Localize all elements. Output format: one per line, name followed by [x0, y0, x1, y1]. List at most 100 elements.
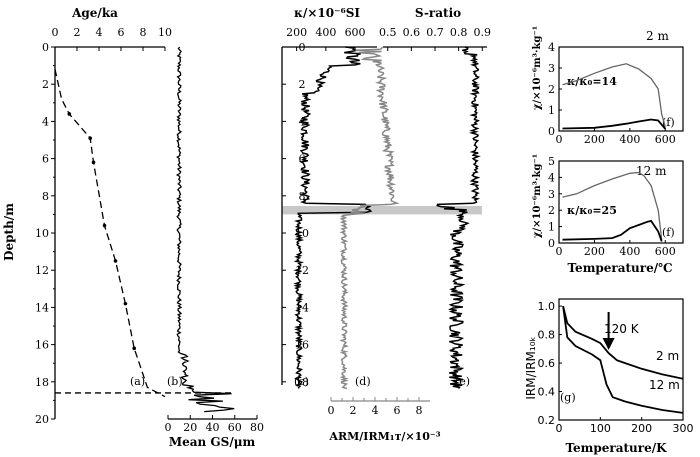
panel-g-ylabel: IRM/IRM₁₀ₖ	[524, 336, 538, 399]
panel-b-xtick-label: 0	[165, 421, 172, 434]
panel-g-xtick-label: 0	[556, 422, 563, 435]
panel-f2-ytick-label: 2	[548, 204, 555, 217]
panel-f2-depth-label: 12 m	[636, 164, 667, 178]
panel-a-age-point	[123, 301, 128, 306]
panel-f2-ytick-label: 5	[548, 155, 555, 168]
panel-f1-ytick-label: 3	[548, 62, 555, 75]
panel-f2-xtick-label: 0	[556, 245, 563, 258]
panel-e-sratio-line	[436, 46, 481, 389]
panel-a-age-point	[88, 136, 92, 140]
panel-d-letter: (d)	[355, 375, 371, 388]
panel-g-xtick-label: 100	[590, 422, 611, 435]
panel-f2-xlabel: Temperature/℃	[568, 261, 673, 275]
panel-f2-xtick-label: 200	[584, 245, 605, 258]
panel-b-xtick-label: 60	[228, 421, 242, 434]
panel-a-ytick-label: 16	[35, 339, 49, 352]
panel-f1-xtick-label: 600	[655, 133, 676, 146]
panel-g-label-2m: 2 m	[656, 349, 679, 363]
panel-g-xtick-label: 200	[631, 422, 652, 435]
panel-a-xtick-label: 10	[158, 26, 172, 39]
panel-f1-xtick-label: 400	[619, 133, 640, 146]
panel-b-xtick-label: 80	[250, 421, 264, 434]
panel-a-letter: (a)	[130, 375, 145, 388]
panel-b-xtick-label: 20	[183, 421, 197, 434]
panel-c-ytick-label: 0	[299, 41, 306, 54]
panel-f1-series-line	[562, 63, 666, 127]
panel-b-grainsize-line	[175, 46, 235, 413]
panel-c-ytick-label: 2	[299, 78, 306, 91]
panel-f2-series-line	[562, 219, 663, 242]
panel-g-ytick-label: 0.6	[538, 357, 556, 370]
panel-d-xtick-label: 8	[416, 404, 423, 417]
panel-f2-xtick-label: 400	[619, 245, 640, 258]
panel-a-ytick-label: 2	[42, 78, 49, 91]
panel-f2-ratio-label: κ/κ₀=25	[567, 204, 617, 217]
panel-a-age-point	[67, 112, 72, 116]
panel-a-ytick-label: 20	[35, 413, 49, 426]
panel-g-ytick-label: 0.4	[538, 386, 556, 399]
panel-f2-frame	[558, 160, 684, 244]
panel-a-xtick-label: 0	[52, 26, 59, 39]
panel-c-title: κ/×10⁻⁶SI	[294, 6, 360, 20]
panel-e-xtick-label: 0.9	[474, 26, 492, 39]
panel-d-xlabel: ARM/IRM₁ᴛ/×10⁻³	[328, 430, 440, 443]
panel-f1-xtick-label: 0	[556, 133, 563, 146]
panel-a-age-point	[91, 160, 96, 165]
panel-a-ytick-label: 18	[35, 376, 49, 389]
panel-c-xtick-label: 600	[345, 26, 366, 39]
panel-e-title: S-ratio	[415, 6, 461, 20]
panel-a-ytick-label: 4	[42, 115, 49, 128]
panel-a-ytick-label: 10	[35, 227, 49, 240]
panel-g-letter: (g)	[560, 391, 576, 404]
panel-d-xtick-label: 6	[394, 404, 401, 417]
panel-f1-ratio-label: κ/κ₀=14	[567, 75, 617, 88]
panel-f1-ytick-label: 4	[548, 41, 555, 54]
panel-a-ytick-label: 12	[35, 264, 49, 277]
panel-g-ytick-label: 0.2	[538, 414, 556, 427]
panel-a-ytick-label: 14	[35, 301, 49, 314]
panel-c-xtick-label: 200	[286, 26, 307, 39]
panel-g-series-line	[562, 305, 684, 414]
panel-f1-ytick-label: 2	[548, 83, 555, 96]
panel-f1-xtick-label: 200	[584, 133, 605, 146]
panel-c-kappa-line	[293, 46, 373, 389]
panel-b-xtick-label: 40	[206, 421, 220, 434]
panel-f2-series-line	[562, 171, 663, 240]
panel-f2-xtick-label: 600	[655, 245, 676, 258]
panel-g-xtick-label: 300	[673, 422, 694, 435]
panel-e-xtick-label: 0.7	[426, 26, 444, 39]
panel-c-ytick-label: 6	[299, 153, 306, 166]
panel-g-label-12m: 12 m	[649, 378, 680, 392]
panel-f2-ytick-label: 4	[548, 171, 555, 184]
panel-a-ytick-label: 8	[42, 190, 49, 203]
panel-f2-ytick-label: 3	[548, 188, 555, 201]
panel-d-xtick-label: 0	[328, 404, 335, 417]
panel-a-xtick-label: 6	[118, 26, 125, 39]
panel-a-xtick-label: 2	[74, 26, 81, 39]
panel-g-arrow-label: 120 K	[604, 322, 640, 336]
panel-a-age-point	[132, 346, 136, 351]
panel-f1-ytick-label: 1	[548, 104, 555, 117]
panel-f2-ylabel: χ/×10⁻⁶m³·kg⁻¹	[532, 154, 543, 238]
panel-g-ytick-label: 0.8	[538, 329, 556, 342]
panel-a-ytick-label: 6	[42, 153, 49, 166]
panel-g-ytick-label: 1.0	[538, 300, 556, 313]
panel-f1-ylabel: χ/×10⁻⁶m³·kg⁻¹	[532, 26, 543, 110]
panel-g-arrow-head	[602, 338, 615, 350]
panel-f2-letter: (f)	[662, 226, 675, 239]
panel-d-xtick-label: 2	[350, 404, 357, 417]
panel-a-age-depth-line	[54, 69, 166, 398]
panel-g-series-line	[562, 305, 684, 380]
panel-a-age-point	[113, 259, 118, 263]
panel-f1-series-line	[562, 118, 666, 130]
panel-a-ylabel: Depth/m	[2, 203, 16, 261]
panel-d-arm-irm-line	[339, 46, 400, 390]
panel-f1-ytick-label: 0	[548, 125, 555, 138]
panel-c-xtick-label: 400	[315, 26, 336, 39]
panel-c-ytick-label: 8	[299, 190, 306, 203]
panel-a-xtick-label: 8	[140, 26, 147, 39]
panel-f2-ytick-label: 1	[548, 221, 555, 234]
panel-b-letter: (b)	[167, 375, 183, 388]
panel-f1-depth-label: 2 m	[646, 29, 669, 43]
panel-a-xtick-label: 4	[96, 26, 103, 39]
